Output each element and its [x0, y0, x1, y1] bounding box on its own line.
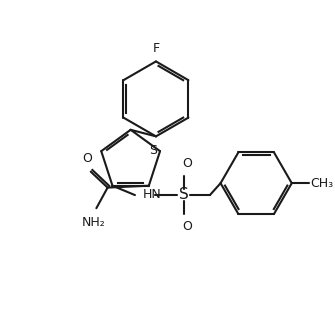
Text: CH₃: CH₃ [311, 177, 334, 190]
Text: O: O [183, 157, 192, 170]
Text: F: F [152, 42, 159, 55]
Text: O: O [82, 152, 92, 165]
Text: S: S [179, 187, 189, 202]
Text: HN: HN [142, 188, 161, 201]
Text: S: S [149, 144, 157, 157]
Text: NH₂: NH₂ [82, 216, 106, 229]
Text: O: O [183, 220, 192, 233]
